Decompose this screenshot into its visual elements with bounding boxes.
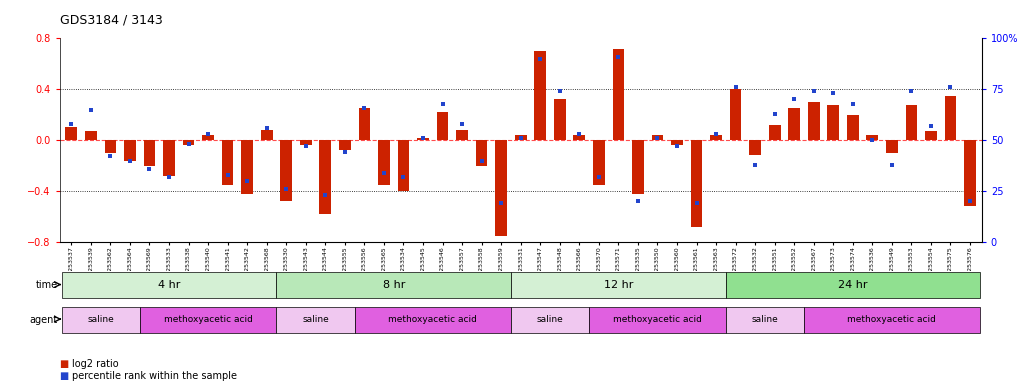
- Bar: [476, 140, 487, 166]
- Text: methoxyacetic acid: methoxyacetic acid: [613, 314, 702, 324]
- Text: saline: saline: [537, 314, 563, 324]
- Bar: [62, 307, 140, 333]
- Bar: [398, 140, 409, 191]
- Bar: [62, 272, 277, 298]
- Bar: [726, 272, 980, 298]
- Bar: [867, 135, 878, 140]
- Text: 24 hr: 24 hr: [838, 280, 868, 290]
- Bar: [945, 96, 956, 140]
- Bar: [222, 140, 233, 185]
- Bar: [281, 140, 292, 201]
- Bar: [511, 272, 726, 298]
- Bar: [906, 104, 917, 140]
- Bar: [652, 135, 663, 140]
- Bar: [710, 135, 722, 140]
- Bar: [691, 140, 702, 227]
- Bar: [574, 135, 585, 140]
- Bar: [613, 49, 624, 140]
- Bar: [589, 307, 726, 333]
- Bar: [203, 135, 214, 140]
- Text: agent: agent: [30, 314, 58, 325]
- Bar: [769, 125, 780, 140]
- Bar: [417, 137, 429, 140]
- Text: GDS3184 / 3143: GDS3184 / 3143: [60, 14, 162, 27]
- Bar: [242, 140, 253, 194]
- Text: log2 ratio: log2 ratio: [72, 359, 118, 369]
- Bar: [183, 140, 194, 145]
- Text: 8 hr: 8 hr: [382, 280, 405, 290]
- Bar: [359, 108, 370, 140]
- Text: saline: saline: [751, 314, 778, 324]
- Bar: [66, 127, 77, 140]
- Bar: [144, 140, 155, 166]
- Bar: [495, 140, 507, 235]
- Text: ■: ■: [60, 371, 69, 381]
- Bar: [632, 140, 644, 194]
- Bar: [85, 131, 97, 140]
- Bar: [339, 140, 351, 151]
- Bar: [277, 307, 355, 333]
- Text: saline: saline: [87, 314, 114, 324]
- Bar: [277, 272, 511, 298]
- Bar: [535, 51, 546, 140]
- Bar: [964, 140, 976, 206]
- Bar: [378, 140, 390, 185]
- Bar: [671, 140, 683, 145]
- Text: time: time: [35, 280, 58, 290]
- Bar: [593, 140, 604, 185]
- Bar: [828, 104, 839, 140]
- Bar: [515, 135, 526, 140]
- Bar: [124, 140, 136, 161]
- Text: methoxyacetic acid: methoxyacetic acid: [847, 314, 937, 324]
- Bar: [105, 140, 116, 153]
- Bar: [804, 307, 980, 333]
- Bar: [140, 307, 277, 333]
- Bar: [788, 108, 800, 140]
- Bar: [320, 140, 331, 214]
- Bar: [456, 130, 468, 140]
- Bar: [300, 140, 311, 145]
- Bar: [511, 307, 589, 333]
- Bar: [355, 307, 511, 333]
- Bar: [261, 130, 272, 140]
- Text: 4 hr: 4 hr: [158, 280, 180, 290]
- Bar: [749, 140, 761, 156]
- Bar: [847, 115, 858, 140]
- Bar: [554, 99, 565, 140]
- Bar: [925, 131, 937, 140]
- Text: saline: saline: [302, 314, 329, 324]
- Text: methoxyacetic acid: methoxyacetic acid: [163, 314, 253, 324]
- Text: percentile rank within the sample: percentile rank within the sample: [72, 371, 237, 381]
- Bar: [163, 140, 175, 176]
- Text: 12 hr: 12 hr: [603, 280, 633, 290]
- Text: ■: ■: [60, 359, 69, 369]
- Bar: [886, 140, 897, 153]
- Bar: [808, 102, 819, 140]
- Bar: [726, 307, 804, 333]
- Bar: [437, 112, 448, 140]
- Bar: [730, 89, 741, 140]
- Text: methoxyacetic acid: methoxyacetic acid: [389, 314, 477, 324]
